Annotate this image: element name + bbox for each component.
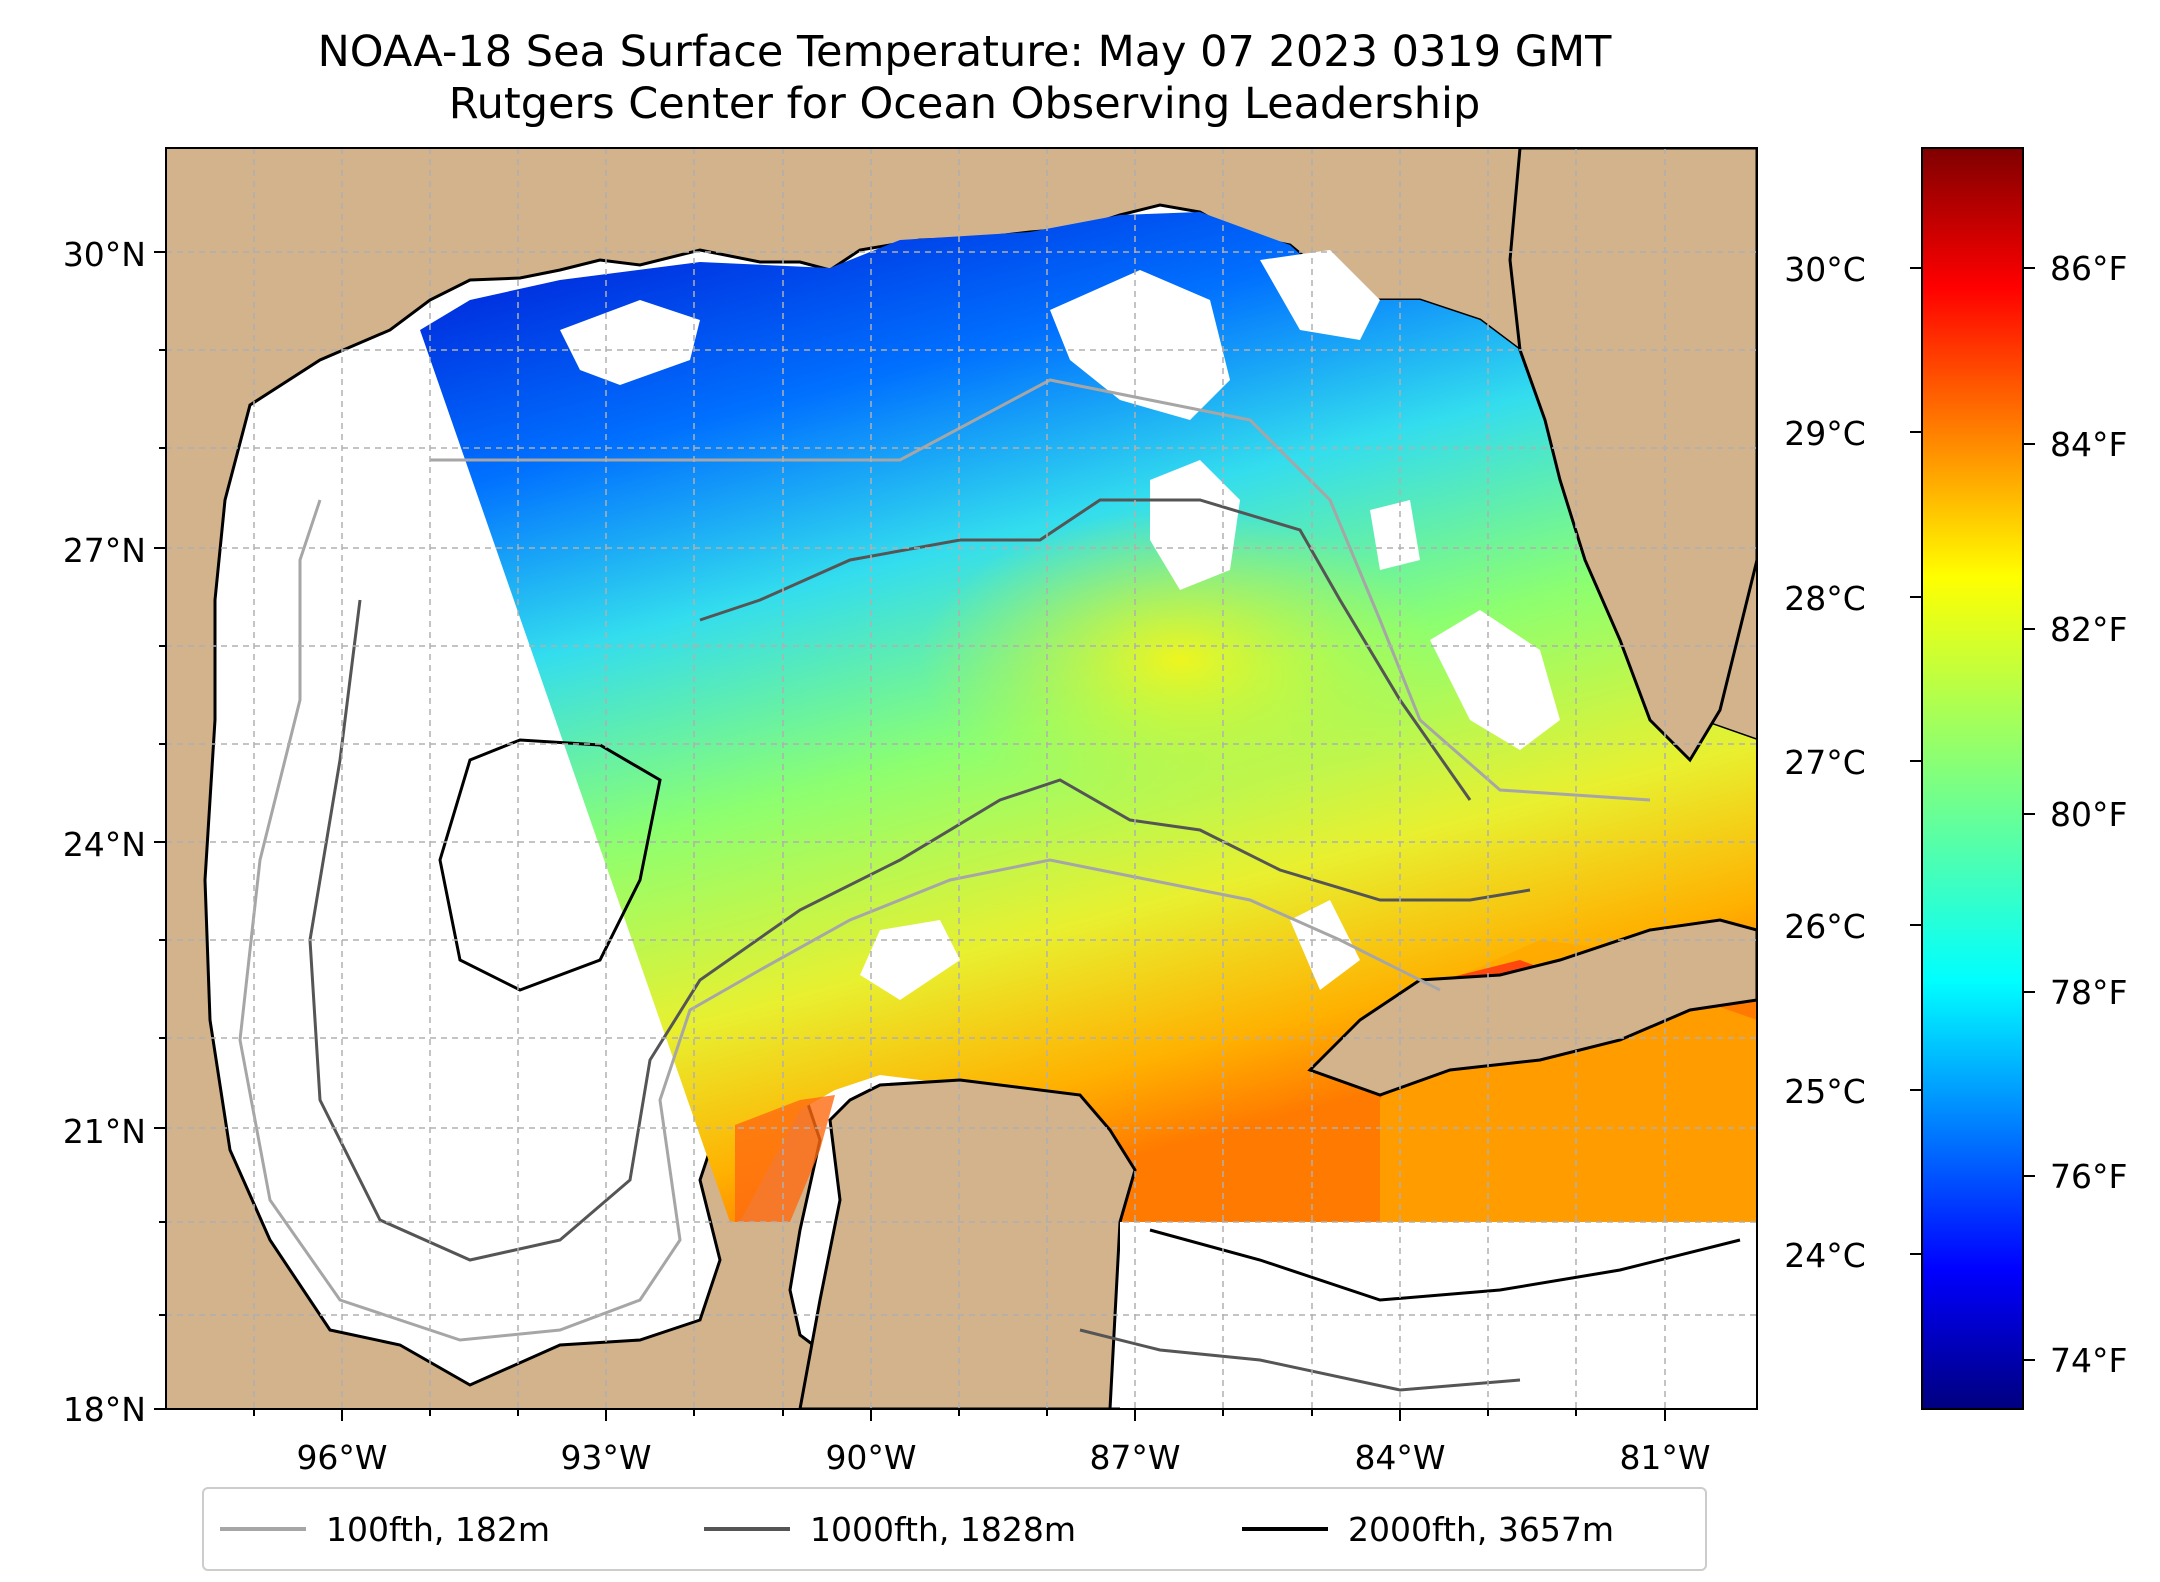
celsius-labels: 30°C 29°C 28°C 27°C 26°C 25°C 24°C xyxy=(1784,250,1866,1275)
latitude-labels: 30°N 27°N 24°N 21°N 18°N xyxy=(63,235,146,1429)
title-line-2: Rutgers Center for Ocean Observing Leade… xyxy=(448,79,1481,129)
legend-line-100fth xyxy=(220,1527,306,1531)
gridlines xyxy=(166,148,1757,1409)
lon-label: 96°W xyxy=(296,1438,387,1477)
contour-2000fth-south xyxy=(1149,1228,1741,1302)
longitude-labels: 96°W 93°W 90°W 87°W 84°W 81°W xyxy=(296,1438,1710,1477)
legend-line-2000fth xyxy=(1242,1527,1328,1531)
fahrenheit-label: 78°F xyxy=(2050,973,2127,1012)
celsius-label: 26°C xyxy=(1784,907,1866,946)
celsius-label: 24°C xyxy=(1784,1236,1866,1275)
contour-1000fth xyxy=(308,599,1531,1262)
colorbar-ticks xyxy=(1910,267,2035,1361)
fahrenheit-label: 82°F xyxy=(2050,610,2127,649)
lon-label: 90°W xyxy=(825,1438,916,1477)
celsius-label: 28°C xyxy=(1784,579,1866,618)
lon-label: 87°W xyxy=(1089,1438,1180,1477)
celsius-label: 25°C xyxy=(1784,1072,1866,1111)
contour-2000fth xyxy=(438,738,662,992)
fahrenheit-label: 86°F xyxy=(2050,249,2127,288)
colorbar-gradient xyxy=(1921,147,2024,1410)
lon-label: 93°W xyxy=(560,1438,651,1477)
lat-label: 21°N xyxy=(63,1112,146,1151)
fahrenheit-label: 84°F xyxy=(2050,425,2127,464)
fahrenheit-label: 80°F xyxy=(2050,795,2127,834)
contour-1000fth-north xyxy=(699,498,1472,801)
title-line-1: NOAA-18 Sea Surface Temperature: May 07 … xyxy=(317,27,1612,77)
fahrenheit-label: 74°F xyxy=(2050,1341,2127,1380)
legend-item-1000fth: 1000fth, 1828m xyxy=(704,1489,1076,1569)
warm-yucatan xyxy=(735,1095,835,1222)
map-panel xyxy=(166,148,1757,1409)
celsius-label: 30°C xyxy=(1784,250,1866,289)
lat-label: 30°N xyxy=(63,235,146,274)
legend-label: 1000fth, 1828m xyxy=(810,1509,1076,1549)
contour-100fth-north xyxy=(430,378,1651,802)
lat-label: 18°N xyxy=(63,1390,146,1429)
depth-contour-legend: 100fth, 182m 1000fth, 1828m 2000fth, 365… xyxy=(202,1487,1707,1571)
celsius-label: 27°C xyxy=(1784,743,1866,782)
legend-label: 100fth, 182m xyxy=(326,1509,550,1549)
lat-label: 24°N xyxy=(63,825,146,864)
legend-item-100fth: 100fth, 182m xyxy=(220,1489,550,1569)
map-frame xyxy=(165,147,1758,1410)
warm-core-eddy xyxy=(920,510,1440,810)
celsius-label: 29°C xyxy=(1784,414,1866,453)
map-title: NOAA-18 Sea Surface Temperature: May 07 … xyxy=(0,26,1929,130)
yucatan-peninsula xyxy=(798,1078,1137,1409)
legend-label: 2000fth, 3657m xyxy=(1348,1509,1614,1549)
lon-label: 84°W xyxy=(1354,1438,1445,1477)
lon-label: 81°W xyxy=(1619,1438,1710,1477)
cuba xyxy=(1307,918,1757,1097)
fahrenheit-label: 76°F xyxy=(2050,1157,2127,1196)
contour-1000fth-south xyxy=(1079,1328,1521,1392)
lat-label: 27°N xyxy=(63,531,146,570)
bathymetry-contours xyxy=(238,378,1741,1392)
legend-line-1000fth xyxy=(704,1527,790,1531)
colorbar: 30°C 29°C 28°C 27°C 26°C 25°C 24°C 86°F … xyxy=(1784,147,2127,1410)
legend-item-2000fth: 2000fth, 3657m xyxy=(1242,1489,1614,1569)
axis-ticks xyxy=(154,251,1666,1421)
fahrenheit-labels: 86°F 84°F 82°F 80°F 78°F 76°F 74°F xyxy=(2050,249,2127,1380)
